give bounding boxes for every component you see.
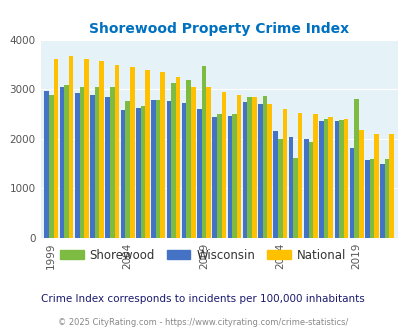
Bar bbox=[105, 97, 110, 238]
Bar bbox=[338, 120, 343, 238]
Bar bbox=[125, 102, 130, 238]
Text: Crime Index corresponds to incidents per 100,000 inhabitants: Crime Index corresponds to incidents per… bbox=[41, 294, 364, 304]
Bar bbox=[201, 66, 206, 238]
Bar bbox=[84, 59, 88, 238]
Bar bbox=[288, 137, 292, 238]
Bar bbox=[373, 134, 378, 238]
Bar bbox=[277, 139, 282, 238]
Bar bbox=[308, 142, 312, 238]
Bar bbox=[379, 164, 384, 238]
Bar bbox=[75, 93, 79, 238]
Bar bbox=[114, 65, 119, 238]
Bar bbox=[151, 100, 156, 238]
Bar bbox=[145, 70, 149, 238]
Bar bbox=[160, 72, 164, 238]
Bar bbox=[354, 99, 358, 238]
Bar bbox=[136, 108, 140, 238]
Bar bbox=[120, 110, 125, 238]
Bar bbox=[227, 116, 232, 238]
Bar bbox=[166, 102, 171, 238]
Bar bbox=[232, 114, 236, 238]
Bar bbox=[99, 61, 104, 238]
Bar bbox=[323, 119, 328, 238]
Bar bbox=[349, 148, 354, 238]
Bar bbox=[53, 59, 58, 238]
Bar bbox=[258, 104, 262, 238]
Bar bbox=[247, 96, 252, 238]
Bar bbox=[292, 158, 297, 238]
Bar bbox=[388, 134, 393, 238]
Bar bbox=[190, 86, 195, 238]
Bar bbox=[328, 117, 332, 238]
Bar bbox=[60, 86, 64, 238]
Bar bbox=[175, 77, 180, 238]
Bar bbox=[140, 106, 145, 238]
Bar bbox=[95, 87, 99, 238]
Bar bbox=[171, 83, 175, 238]
Bar bbox=[44, 91, 49, 238]
Bar bbox=[206, 86, 210, 238]
Bar bbox=[369, 159, 373, 238]
Bar bbox=[236, 95, 241, 238]
Bar bbox=[282, 110, 286, 238]
Bar bbox=[343, 119, 347, 238]
Bar bbox=[312, 115, 317, 238]
Bar bbox=[384, 159, 388, 238]
Bar bbox=[216, 114, 221, 238]
Bar bbox=[266, 104, 271, 238]
Bar bbox=[110, 86, 114, 238]
Bar bbox=[262, 96, 266, 238]
Bar bbox=[252, 97, 256, 238]
Bar bbox=[79, 86, 84, 238]
Bar bbox=[297, 113, 302, 238]
Bar bbox=[130, 67, 134, 238]
Bar bbox=[181, 103, 186, 238]
Bar bbox=[212, 117, 216, 238]
Bar bbox=[186, 80, 190, 238]
Bar bbox=[64, 85, 69, 238]
Bar bbox=[358, 130, 362, 238]
Bar bbox=[364, 160, 369, 238]
Legend: Shorewood, Wisconsin, National: Shorewood, Wisconsin, National bbox=[55, 244, 350, 266]
Bar bbox=[221, 92, 226, 238]
Bar bbox=[334, 121, 338, 238]
Bar bbox=[273, 131, 277, 238]
Bar bbox=[69, 56, 73, 238]
Bar bbox=[196, 109, 201, 238]
Bar bbox=[49, 95, 53, 238]
Text: © 2025 CityRating.com - https://www.cityrating.com/crime-statistics/: © 2025 CityRating.com - https://www.city… bbox=[58, 318, 347, 327]
Bar bbox=[90, 95, 95, 238]
Bar bbox=[242, 102, 247, 238]
Title: Shorewood Property Crime Index: Shorewood Property Crime Index bbox=[89, 22, 348, 36]
Bar bbox=[318, 121, 323, 238]
Bar bbox=[156, 100, 160, 238]
Bar bbox=[303, 139, 308, 238]
